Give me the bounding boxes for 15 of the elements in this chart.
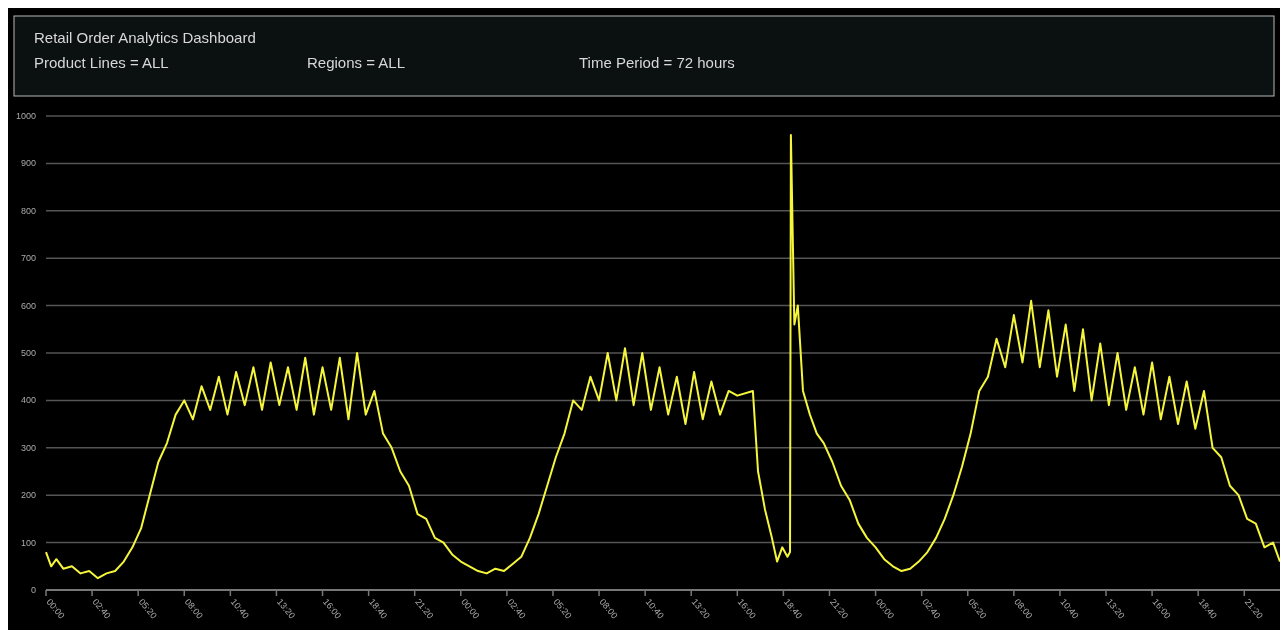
y-tick-label: 600 [20, 300, 36, 311]
y-tick-label: 300 [20, 442, 36, 453]
chart-title: Retail Order Analytics Dashboard [34, 29, 256, 46]
text: Regions = ALL [307, 54, 405, 71]
y-tick-label: 1000 [15, 111, 36, 121]
y-tick-label: 200 [20, 490, 36, 501]
y-tick-label: 500 [20, 348, 36, 358]
y-tick-label: 0 [30, 585, 36, 595]
text: Product Lines = ALL [34, 54, 169, 71]
y-tick-label: 800 [20, 205, 36, 216]
text: Time Period = 72 hours [579, 54, 735, 71]
y-tick-label: 100 [20, 537, 36, 548]
y-tick-label: 900 [20, 158, 36, 169]
y-tick-label: 400 [20, 395, 36, 406]
y-tick-label: 700 [20, 253, 36, 264]
